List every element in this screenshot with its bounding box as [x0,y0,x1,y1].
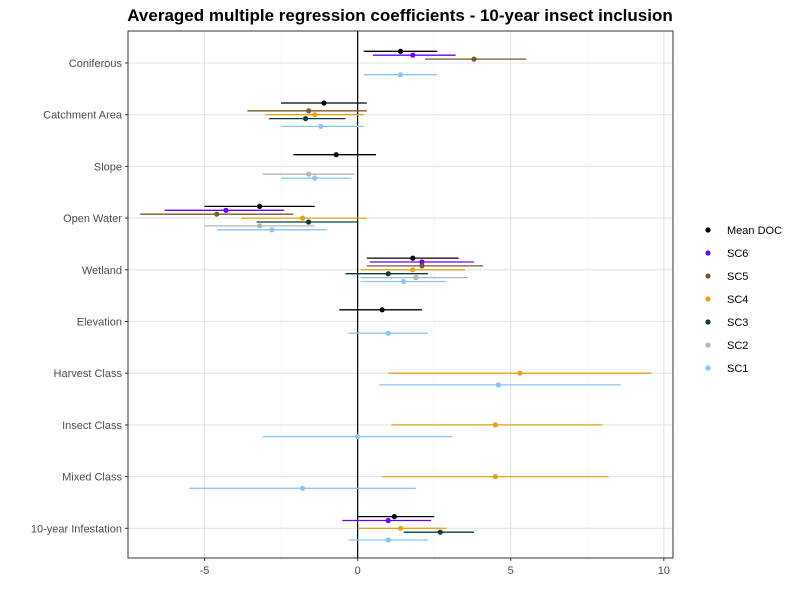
estimate-point [385,330,391,336]
legend-marker [705,365,711,371]
chart-title: Averaged multiple regression coefficient… [127,6,672,25]
y-axis-labels: Coniferous Catchment Area Slope Open Water W… [31,58,128,535]
marks-layer [140,48,652,543]
estimate-point [410,255,416,261]
y-tick-label: 10-year Infestation [31,523,122,535]
y-tick-label: Slope [94,161,122,173]
estimate-point [312,175,318,181]
y-tick-label: Mixed Class [62,472,122,484]
panel-border [127,30,674,559]
estimate-point [269,227,275,233]
legend-label: Mean DOC [727,225,782,237]
estimate-point [306,108,312,114]
x-tick-label: 10 [658,565,670,577]
legend-label: SC6 [727,248,748,260]
estimate-point [397,48,404,54]
legend-label: SC3 [727,317,748,329]
y-tick-label: Wetland [82,265,122,277]
legend-marker [705,319,711,325]
estimate-point [437,529,443,535]
legend-marker [705,273,711,279]
estimate-point [495,382,502,388]
estimate-point [306,219,312,225]
estimate-point [517,370,523,376]
x-tick-label: -5 [200,565,210,577]
legend-marker [705,250,711,256]
y-tick-label: Open Water [63,213,122,225]
y-tick-label: Catchment Area [43,110,123,122]
estimate-point [385,537,391,543]
estimate-point [419,259,425,265]
estimate-point [397,72,404,78]
y-tick-label: Elevation [77,317,122,329]
legend-label: SC5 [727,271,748,283]
legend-marker [705,227,711,233]
y-tick-label: Harvest Class [54,368,123,380]
estimate-point [379,307,385,313]
estimate-point [385,517,391,524]
estimate-point [321,100,327,106]
estimate-point [355,434,361,440]
x-tick-label: 0 [355,565,361,577]
estimate-point [223,207,229,213]
legend-label: SC2 [727,340,748,352]
estimate-point [410,267,416,273]
estimate-point [257,203,263,209]
y-tick-label: Insect Class [62,420,122,432]
estimate-point [214,211,220,217]
estimate-point [302,116,309,122]
estimate-point [492,422,499,428]
estimate-point [333,152,339,158]
legend-marker [705,296,711,302]
estimate-point [306,171,312,177]
x-axis-labels: -5 0 5 10 [200,558,670,577]
estimate-point [385,271,391,277]
estimate-point [410,52,416,58]
legend-marker [705,342,711,348]
estimate-point [397,525,404,531]
estimate-point [413,275,419,281]
estimate-point [419,263,425,269]
estimate-point [312,112,318,118]
estimate-point [318,123,324,129]
estimate-point [257,223,263,229]
estimate-point [400,278,407,285]
legend-label: SC4 [727,294,748,306]
panel-frame [127,30,674,559]
legend: Mean DOC SC6 SC5 SC4 SC3 SC2 SC1 [705,225,782,375]
estimate-point [391,514,397,520]
estimate-point [299,485,306,491]
legend-label: SC1 [727,363,748,375]
x-tick-label: 5 [508,565,514,577]
y-tick-label: Coniferous [69,58,123,70]
estimate-point [492,474,499,480]
estimate-point [471,56,477,62]
estimate-point [299,215,306,221]
